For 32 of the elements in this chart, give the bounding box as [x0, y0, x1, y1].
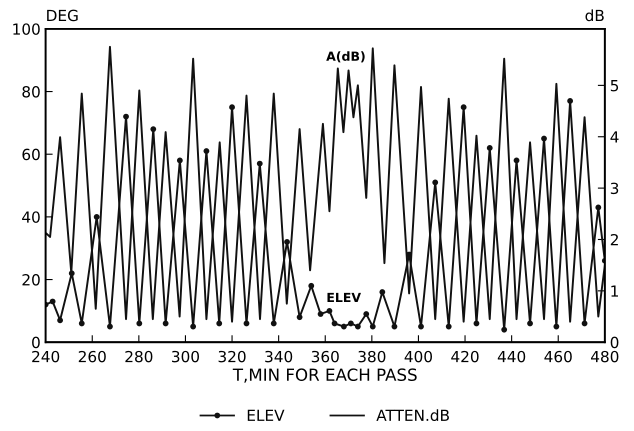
- x-tick-label: 300: [172, 350, 200, 362]
- x-tick-label: 260: [78, 350, 106, 362]
- x-tick-label: 480: [591, 350, 618, 362]
- y-tick-label: 40: [22, 211, 40, 223]
- x-tick-label: 280: [125, 350, 152, 362]
- y2-axis-title: dB: [586, 9, 604, 22]
- x-tick-label: 460: [544, 350, 572, 362]
- x-tick-label: 420: [451, 350, 479, 362]
- y-tick-label: 80: [22, 86, 40, 98]
- x-tick-label: 400: [404, 350, 432, 362]
- x-tick-label: 240: [32, 350, 60, 362]
- annotation: A(dB): [326, 51, 365, 62]
- y2-tick-label: 3: [610, 182, 618, 194]
- y2-tick-label: 5: [610, 80, 618, 92]
- x-tick-label: 320: [218, 350, 246, 362]
- x-tick-label: 440: [498, 350, 526, 362]
- y-tick-label: 20: [22, 274, 40, 286]
- y2-tick-label: 1: [611, 286, 618, 297]
- y2-tick-label: 2: [610, 234, 618, 246]
- x-tick-label: 380: [358, 350, 386, 362]
- legend-label: ELEV: [248, 410, 284, 421]
- x-tick-label: 360: [312, 350, 339, 362]
- y-tick-label: 100: [13, 23, 40, 35]
- y2-tick-label: 0: [610, 336, 618, 348]
- annotation: ELEV: [327, 292, 361, 302]
- y-axis-title: DEG: [47, 10, 78, 22]
- y-tick-label: 60: [22, 148, 40, 160]
- y-tick-label: 0: [32, 336, 40, 348]
- x-tick-label: 340: [265, 350, 292, 362]
- legend-label: ATTEN.dB: [376, 409, 449, 422]
- y2-tick-label: 4: [610, 131, 619, 143]
- x-axis-title: T,MIN FOR EACH PASS: [232, 368, 417, 383]
